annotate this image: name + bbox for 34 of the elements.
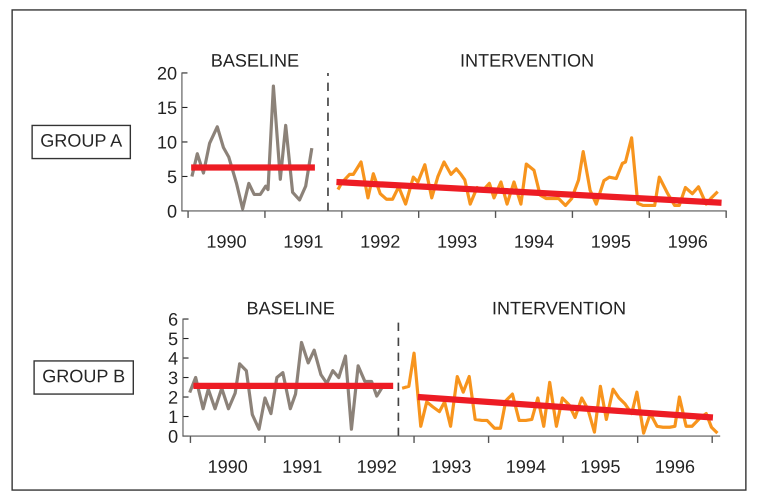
x-tick-label: 1996 xyxy=(656,460,694,473)
y-tick-label: 4 xyxy=(168,352,178,365)
text: BASELINE xyxy=(212,54,298,67)
y-tick-label: 5 xyxy=(168,332,178,346)
y-tick-label: 10 xyxy=(158,136,176,149)
x-tick-label: 1991 xyxy=(284,235,323,248)
text: INTERVENTION xyxy=(494,302,625,315)
x-tick-label: 1990 xyxy=(209,460,248,473)
y-tick-label: 0 xyxy=(168,204,176,218)
x-tick-label: 1996 xyxy=(669,235,708,248)
y-tick-label: 0 xyxy=(168,430,178,443)
y-tick-label: 3 xyxy=(168,371,178,384)
text: INTERVENTION xyxy=(462,54,593,67)
x-tick-label: 1995 xyxy=(592,235,630,248)
y-tick-label: 15 xyxy=(158,102,176,114)
x-tick-label: 1992 xyxy=(362,235,400,248)
x-tick-label: 1992 xyxy=(358,460,396,473)
x-tick-label: 1995 xyxy=(582,460,620,473)
y-tick-label: 5 xyxy=(168,170,176,184)
y-axis-title: GROUP B xyxy=(43,370,124,382)
y-tick-label: 20 xyxy=(158,66,176,80)
x-tick-label: 1993 xyxy=(438,235,476,248)
y-tick-label: 1 xyxy=(169,410,178,424)
x-tick-label: 1990 xyxy=(208,235,246,248)
line-series xyxy=(188,340,386,431)
y-tick-label: 6 xyxy=(168,312,178,326)
x-tick-label: 1994 xyxy=(507,460,546,473)
y-tick-label: 2 xyxy=(168,390,178,404)
x-tick-label: 1994 xyxy=(515,235,554,248)
x-tick-label: 1993 xyxy=(432,460,471,473)
line-series xyxy=(190,84,314,211)
text: BASELINE xyxy=(248,302,334,315)
y-axis-title: GROUP A xyxy=(41,134,122,147)
x-tick-label: 1991 xyxy=(284,460,322,473)
